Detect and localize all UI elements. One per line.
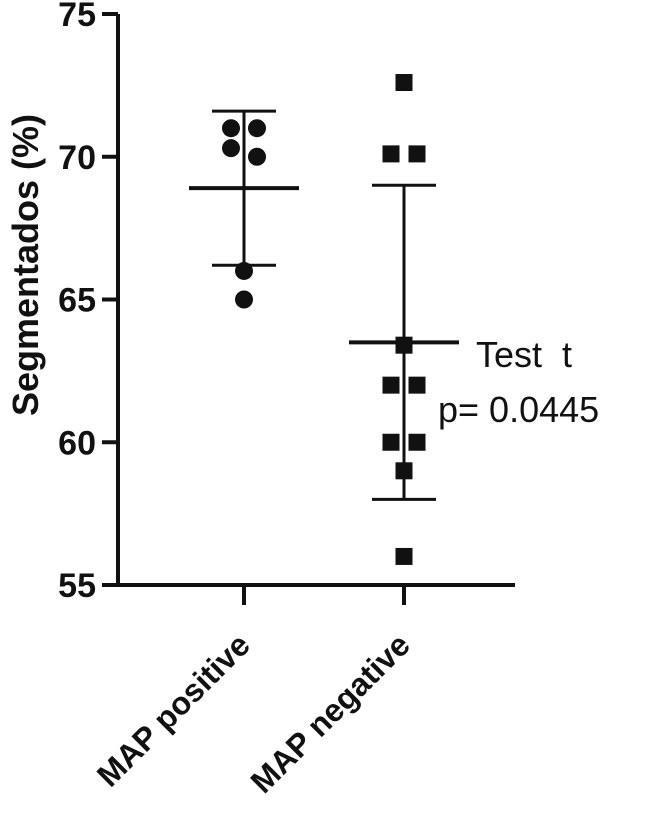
data-point-square bbox=[395, 462, 413, 480]
y-ticks: 55 60 65 70 75 bbox=[58, 0, 118, 605]
data-point-square bbox=[395, 74, 413, 92]
data-point-square bbox=[408, 145, 426, 163]
data-point-square bbox=[395, 547, 413, 565]
p-value-label: p= 0.0445 bbox=[438, 389, 599, 430]
data-points bbox=[222, 74, 426, 565]
y-tick-label: 70 bbox=[58, 139, 96, 177]
annotation: Test t p= 0.0445 bbox=[438, 334, 599, 430]
y-tick-label: 55 bbox=[58, 567, 96, 605]
data-point-square bbox=[408, 376, 426, 394]
data-point-square bbox=[382, 433, 400, 451]
data-point-square bbox=[395, 336, 413, 354]
x-category-label: MAP negative bbox=[244, 626, 417, 799]
test-label: Test t bbox=[476, 334, 572, 375]
data-point-circle bbox=[235, 290, 253, 309]
x-category-label: MAP positive bbox=[90, 626, 257, 793]
y-axis-label: Segmentados (%) bbox=[5, 114, 46, 416]
data-point-square bbox=[382, 145, 400, 163]
data-point-circle bbox=[222, 119, 240, 138]
data-point-circle bbox=[248, 147, 266, 166]
data-point-circle bbox=[222, 139, 240, 158]
axes bbox=[116, 14, 515, 587]
data-point-circle bbox=[235, 261, 253, 280]
y-tick-label: 65 bbox=[58, 282, 96, 320]
data-point-square bbox=[382, 376, 400, 394]
y-tick-label: 60 bbox=[58, 424, 96, 462]
y-tick-label: 75 bbox=[58, 0, 96, 34]
data-point-circle bbox=[248, 119, 266, 138]
data-point-square bbox=[408, 433, 426, 451]
